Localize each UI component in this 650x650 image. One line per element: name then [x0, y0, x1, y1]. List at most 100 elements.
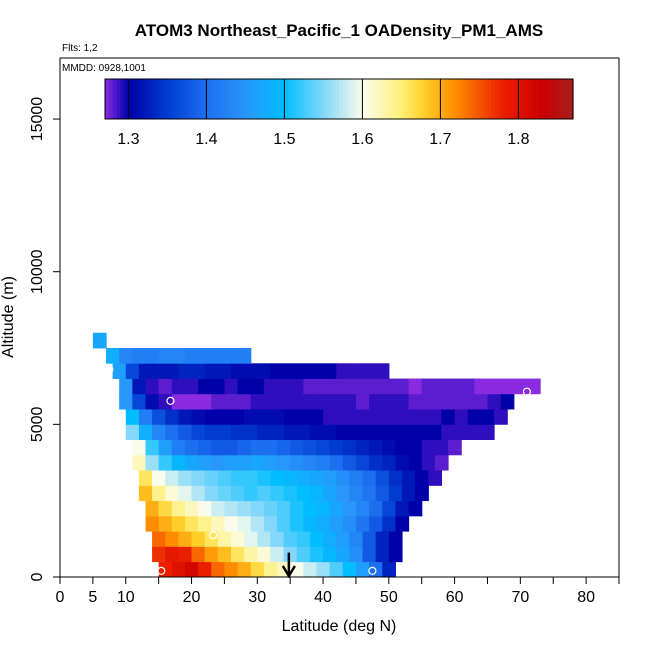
heatmap-cell	[467, 409, 482, 425]
heatmap-cell	[145, 393, 160, 410]
colorbar-swatch	[413, 79, 418, 119]
heatmap-cell	[362, 485, 377, 502]
sample-marker	[157, 566, 166, 575]
heatmap-cell	[329, 454, 344, 471]
colorbar-swatch	[132, 79, 137, 119]
heatmap-cell	[296, 409, 311, 425]
heatmap-cell	[401, 485, 416, 502]
colorbar-swatch	[171, 79, 176, 119]
colorbar-swatch	[261, 79, 266, 119]
heatmap-cell	[336, 409, 350, 425]
colorbar-swatch	[222, 79, 227, 119]
colorbar-swatch	[534, 79, 539, 119]
colorbar-swatch	[206, 79, 211, 119]
heatmap-cell	[198, 454, 212, 471]
heatmap-cell	[244, 470, 258, 486]
heatmap-cell	[526, 378, 541, 395]
colorbar-swatch	[210, 79, 215, 119]
colorbar-swatch	[151, 79, 157, 119]
chart-title: ATOM3 Northeast_Pacific_1 OADensity_PM1_…	[135, 21, 543, 40]
heatmap-cell	[375, 409, 390, 425]
heatmap-cell	[198, 378, 212, 395]
heatmap-cell	[158, 561, 173, 578]
heatmap-cell	[158, 348, 173, 364]
heatmap-cell	[342, 515, 357, 532]
heatmap-cell	[277, 500, 291, 517]
colorbar-tick-label: 1.5	[273, 131, 295, 148]
heatmap-cell	[217, 424, 232, 441]
heatmap-cell	[178, 409, 193, 425]
heatmap-cell	[290, 439, 304, 456]
heatmap-cell	[336, 363, 350, 379]
colorbar-swatch	[498, 79, 504, 119]
heatmap-cell	[211, 439, 226, 456]
colorbar-swatch	[307, 79, 313, 119]
heatmap-cell	[237, 561, 252, 578]
heatmap-cell	[257, 531, 272, 547]
heatmap-cell	[138, 409, 153, 425]
y-tick-label: 0	[29, 572, 46, 581]
colorbar-swatch	[432, 79, 438, 119]
colorbar-swatch	[202, 79, 207, 119]
heatmap-cell	[165, 470, 179, 486]
heatmap-cell	[257, 424, 272, 441]
colorbar-swatch	[456, 79, 461, 119]
heatmap-cell	[250, 378, 265, 395]
heatmap-cell	[145, 500, 160, 517]
heatmap-cell	[461, 393, 475, 410]
heatmap-cell	[428, 470, 443, 486]
heatmap-cell	[263, 515, 278, 532]
heatmap-cell	[329, 515, 344, 532]
heatmap-cell	[165, 485, 179, 502]
heatmap-cell	[415, 409, 429, 425]
heatmap-cell	[237, 454, 252, 471]
heatmap-cell	[290, 500, 304, 517]
colorbar-swatch	[264, 79, 270, 119]
colorbar-swatch	[257, 79, 262, 119]
colorbar-swatch	[557, 79, 562, 119]
heatmap-cell	[263, 378, 278, 395]
heatmap-cell	[487, 378, 502, 395]
heatmap-cell	[211, 454, 226, 471]
heatmap-cell	[138, 424, 153, 441]
heatmap-cell	[230, 470, 245, 486]
heatmap-cell	[165, 546, 179, 563]
heatmap-cell	[401, 409, 416, 425]
sample-marker	[368, 566, 377, 575]
heatmap-cell	[349, 409, 364, 425]
colorbar-swatch	[487, 79, 492, 119]
heatmap-cell	[145, 454, 160, 471]
heatmap-cell	[165, 409, 179, 425]
heatmap-cell	[474, 378, 489, 395]
heatmap-cell	[415, 470, 429, 486]
heatmap-cell	[211, 515, 226, 532]
heatmap-cell	[303, 515, 318, 532]
heatmap-cell	[316, 515, 331, 532]
heatmap-cell	[362, 546, 377, 563]
colorbar: 1.3 1.4 1.5 1.6 1.7 1.8	[104, 78, 574, 148]
colorbar-swatch	[241, 79, 246, 119]
heatmap-cell	[401, 424, 416, 441]
heatmap-cell	[145, 378, 160, 395]
heatmap-cell	[171, 378, 186, 395]
heatmap-cell	[329, 439, 344, 456]
colorbar-swatch	[350, 79, 356, 119]
heatmap-cell	[369, 454, 383, 471]
heatmap-cell	[237, 378, 252, 395]
heatmap-cell	[198, 515, 212, 532]
heatmap-cell	[329, 500, 344, 517]
x-tick-label: 20	[183, 589, 201, 606]
colorbar-swatch	[495, 79, 500, 119]
plot-frame	[59, 57, 620, 578]
heatmap-cell	[198, 561, 212, 578]
heatmap-cell	[355, 439, 370, 456]
colorbar-swatch	[233, 79, 239, 119]
heatmap-cell	[388, 424, 403, 441]
heatmap-cell	[277, 454, 291, 471]
heatmap-cell	[336, 546, 350, 563]
colorbar-swatch	[358, 79, 363, 119]
heatmap-cell	[303, 439, 318, 456]
colorbar-swatch	[420, 79, 426, 119]
heatmap-cell	[303, 500, 318, 517]
